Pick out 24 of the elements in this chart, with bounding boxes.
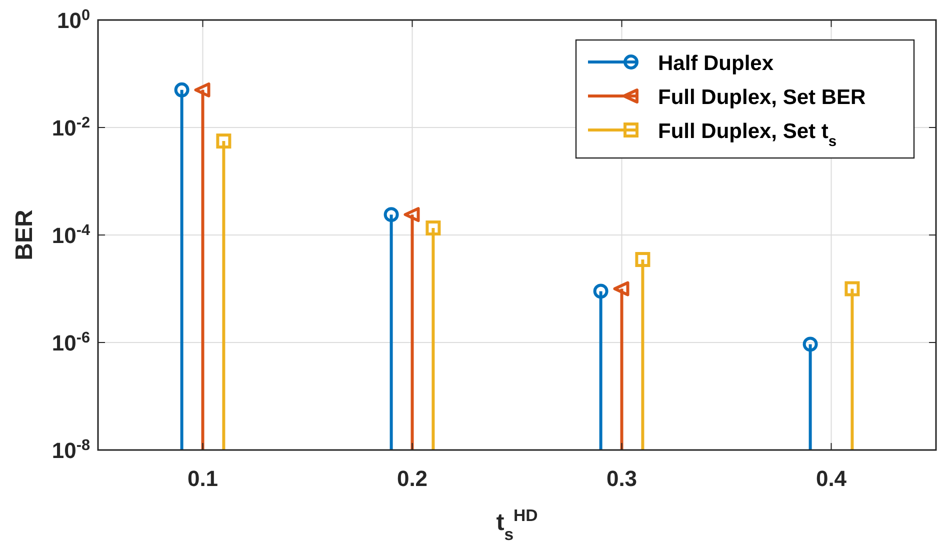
point bbox=[635, 252, 650, 268]
point bbox=[216, 134, 232, 149]
x-tick-label: 0.1 bbox=[187, 466, 218, 491]
point bbox=[613, 281, 630, 296]
y-tick-label: 10$^{-8}$ bbox=[52, 436, 90, 463]
x-tick-label: 0.2 bbox=[396, 466, 428, 491]
x-tick-label: 0.4 bbox=[816, 466, 848, 491]
point bbox=[174, 82, 190, 98]
point bbox=[384, 207, 399, 222]
y-axis-title: BER bbox=[11, 210, 38, 260]
y-tick-label: 10$^{0}$ bbox=[56, 6, 90, 33]
point bbox=[802, 336, 818, 352]
y-tick-label: 10$^{-2}$ bbox=[52, 114, 90, 140]
legend-label: Half Duplex bbox=[658, 52, 774, 75]
y-tick-label: 10$^{-6}$ bbox=[52, 329, 90, 356]
point bbox=[844, 281, 860, 296]
x-tick-label: 0.3 bbox=[606, 466, 638, 491]
y-tick-label: 10$^{-4}$ bbox=[52, 222, 90, 248]
legend-label: Full Duplex, Set t$_{s}$ bbox=[658, 120, 837, 150]
point bbox=[426, 220, 441, 236]
legend-label: Full Duplex, Set BER bbox=[658, 86, 866, 109]
point bbox=[194, 82, 210, 98]
point bbox=[593, 284, 608, 299]
point bbox=[404, 207, 420, 222]
